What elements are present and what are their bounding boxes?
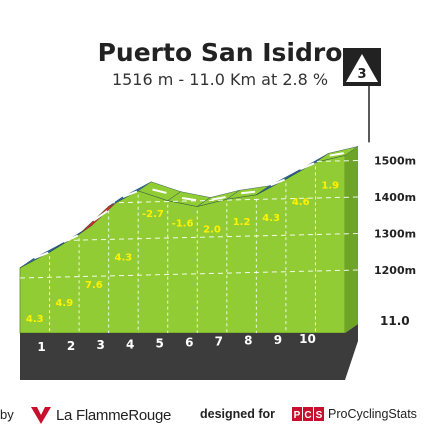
- gradient-label: 4.6: [292, 197, 310, 208]
- final-distance-label: 11.0: [380, 314, 410, 328]
- km-marker-label: 1: [37, 340, 45, 354]
- profile-ribbon-mark: [122, 190, 138, 198]
- altitude-gridline: [19, 160, 359, 169]
- profile-ribbon-mark: [92, 210, 108, 222]
- footer-designed-for: designed for: [200, 407, 276, 421]
- profile-base-bar: [20, 324, 358, 380]
- km-marker-label: 9: [274, 333, 282, 347]
- profile-ribbon-mark: [270, 178, 286, 187]
- profile-ribbon-mark: [329, 152, 344, 157]
- profile-ribbon-mark: [33, 251, 49, 260]
- gradient-label: -2.7: [142, 209, 164, 220]
- gradient-label: 4.3: [26, 314, 44, 325]
- km-marker-label: 7: [215, 335, 223, 349]
- profile-ribbon-mark: [299, 162, 315, 171]
- gradient-label: 1.9: [321, 180, 339, 191]
- category-badge-number: 3: [357, 67, 366, 82]
- altitude-tick-label: 1300m: [374, 228, 416, 241]
- profile-ribbon-mark: [211, 196, 226, 201]
- altitude-tick-label: 1400m: [374, 191, 416, 204]
- gradient-label: 1.2: [233, 217, 251, 228]
- altitude-tick-label: 1200m: [374, 264, 416, 277]
- category-badge-triangle: [346, 54, 378, 82]
- altitude-gridline: [19, 269, 359, 279]
- altitude-gridline: [19, 196, 359, 206]
- profile-side: [345, 146, 358, 333]
- gradient-label: 2.0: [203, 224, 221, 235]
- footer-by: by: [0, 407, 14, 422]
- pcs-logo-letter-p: P: [294, 410, 301, 421]
- profile-ribbon-mark: [181, 197, 197, 202]
- gradient-label: -1.6: [172, 219, 194, 230]
- km-marker-label: 6: [185, 336, 193, 350]
- pcs-logo-letter-s: S: [316, 410, 323, 421]
- profile-ribbon-mark: [240, 190, 256, 195]
- climb-summary: 1516 m - 11.0 Km at 2.8 %: [111, 70, 329, 89]
- footer-brand: La FlammeRouge: [56, 407, 172, 424]
- altitude-gridline: [19, 233, 359, 242]
- gradient-label: 7.6: [85, 280, 103, 291]
- la-flamme-rouge-logo-icon: [31, 407, 51, 424]
- altitude-tick-label: 1500m: [374, 155, 416, 168]
- profile-ribbon-mark: [152, 188, 167, 194]
- km-marker-label: 3: [96, 338, 104, 352]
- gradient-label: 4.3: [115, 252, 133, 263]
- footer-pcs-name: ProCyclingStats: [328, 407, 417, 421]
- km-marker-label: 10: [299, 332, 316, 346]
- km-marker-label: 8: [244, 334, 252, 348]
- gradient-label: 4.9: [55, 298, 73, 309]
- gradient-label: 4.3: [262, 213, 280, 224]
- km-marker-label: 4: [126, 337, 134, 351]
- pcs-logo-icon: P C S: [292, 407, 324, 421]
- pcs-logo-letter-c: C: [304, 410, 311, 421]
- km-marker-label: 5: [156, 336, 164, 350]
- km-marker-label: 2: [67, 339, 75, 353]
- climb-title: Puerto San Isidro: [97, 38, 343, 67]
